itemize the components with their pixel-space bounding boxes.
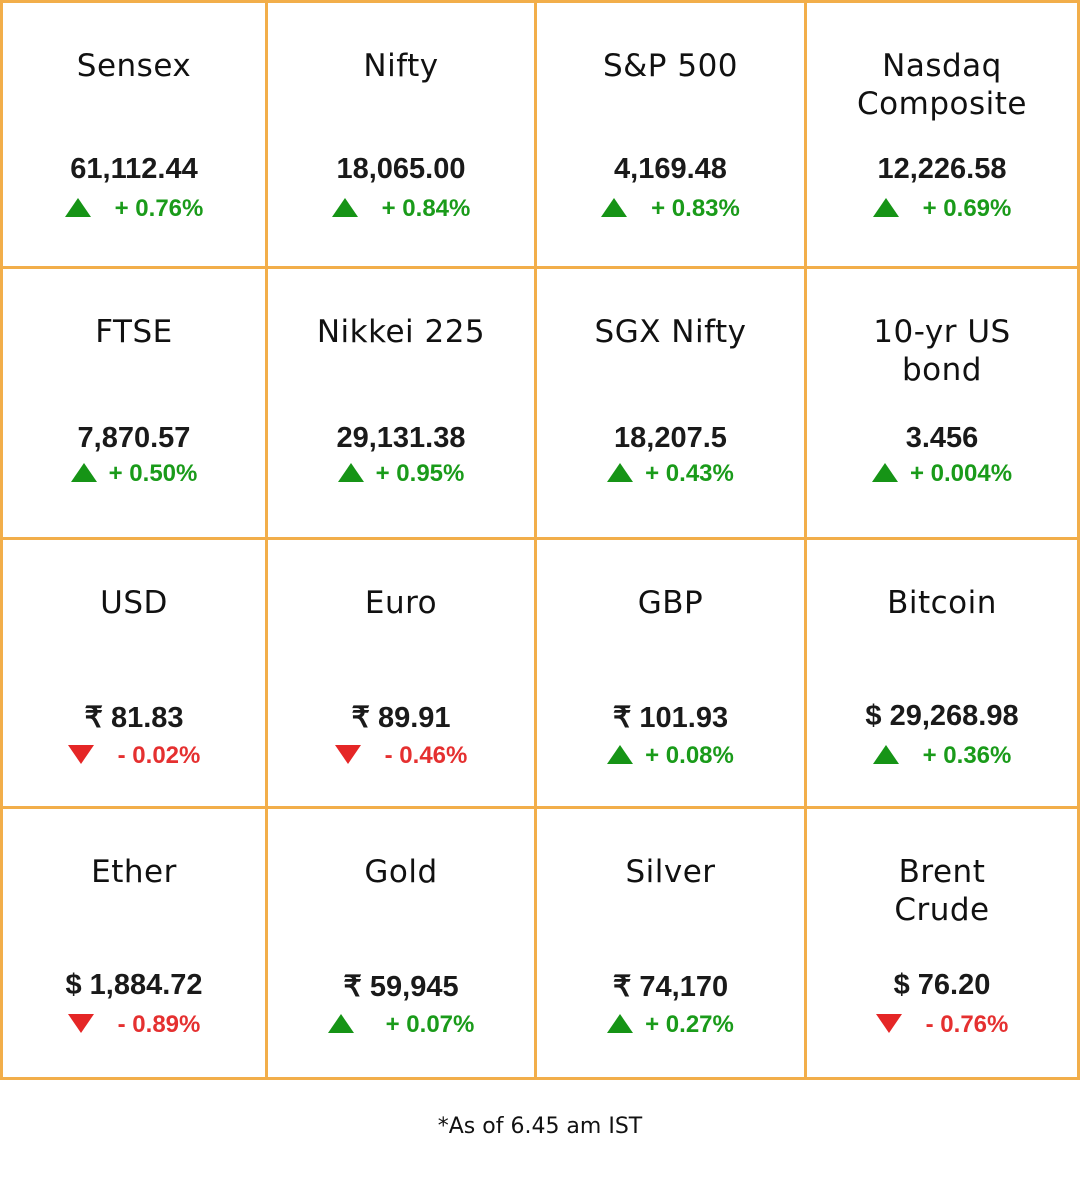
- tile-change-text: - 0.02%: [117, 742, 201, 769]
- tile-gold: Gold ₹ 59,945 + 0.07%: [268, 809, 537, 1077]
- tile-value: $ 1,884.72: [65, 969, 203, 1001]
- tile-change-text: + 0.95%: [375, 460, 465, 487]
- tile-name: SGX Nifty: [594, 314, 747, 350]
- tile-change-text: + 0.43%: [645, 460, 734, 487]
- tile-bitcoin: Bitcoin $ 29,268.98 + 0.36%: [807, 540, 1077, 809]
- tile-change-text: + 0.07%: [385, 1011, 475, 1038]
- tile-change: + 0.07%: [268, 1011, 534, 1039]
- tile-name: Sensex: [76, 48, 192, 84]
- tile-value: 12,226.58: [877, 153, 1007, 185]
- tile-value: 7,870.57: [77, 422, 191, 454]
- tile-gbp: GBP ₹ 101.93 + 0.08%: [537, 540, 807, 809]
- tile-nifty: Nifty 18,065.00 + 0.84%: [268, 3, 537, 269]
- tile-value: 61,112.44: [70, 153, 198, 185]
- tile-ftse: FTSE 7,870.57 + 0.50%: [3, 269, 268, 540]
- tile-sp500: S&P 500 4,169.48 + 0.83%: [537, 3, 807, 269]
- tile-value: ₹ 74,170: [612, 971, 729, 1003]
- tile-value: 29,131.38: [336, 422, 466, 454]
- tile-change-text: + 0.004%: [909, 460, 1013, 487]
- triangle-down-icon: [67, 745, 94, 765]
- tile-value: 18,207.5: [614, 422, 727, 454]
- tile-name: Bitcoin: [887, 585, 997, 621]
- triangle-down-icon: [67, 1014, 94, 1034]
- tile-change-text: + 0.08%: [645, 742, 734, 769]
- tile-name: Nikkei 225: [316, 314, 486, 350]
- tile-name: 10-yr US bond: [873, 314, 1011, 388]
- tile-sensex: Sensex 61,112.44 + 0.76%: [3, 3, 268, 269]
- tile-value: 3.456: [905, 422, 979, 454]
- tile-value: ₹ 59,945: [343, 971, 459, 1003]
- tile-name: GBP: [637, 585, 704, 621]
- tile-change-text: + 0.84%: [381, 195, 471, 222]
- tile-change-text: - 0.89%: [117, 1011, 201, 1038]
- tile-change: - 0.46%: [268, 742, 534, 770]
- tile-change-text: - 0.76%: [925, 1011, 1009, 1038]
- tile-change-text: + 0.83%: [651, 195, 740, 222]
- tile-change-text: + 0.69%: [922, 195, 1012, 222]
- tile-change: - 0.76%: [807, 1011, 1077, 1039]
- tile-name: S&P 500: [602, 48, 739, 84]
- tile-us-bond: 10-yr US bond 3.456 + 0.004%: [807, 269, 1077, 540]
- tile-value: ₹ 89.91: [351, 702, 451, 734]
- tile-ether: Ether $ 1,884.72 - 0.89%: [3, 809, 268, 1077]
- tile-change: + 0.08%: [537, 742, 804, 770]
- tile-euro: Euro ₹ 89.91 - 0.46%: [268, 540, 537, 809]
- tile-change: + 0.76%: [3, 195, 265, 223]
- tile-change: + 0.84%: [268, 195, 534, 223]
- triangle-up-icon: [872, 198, 899, 218]
- triangle-up-icon: [331, 198, 358, 218]
- tile-change: - 0.02%: [3, 742, 265, 770]
- tile-nikkei: Nikkei 225 29,131.38 + 0.95%: [268, 269, 537, 540]
- tile-name: FTSE: [95, 314, 173, 350]
- tile-value: 18,065.00: [336, 153, 466, 185]
- market-tiles-grid: Sensex 61,112.44 + 0.76% Nifty 18,065.00…: [0, 0, 1080, 1080]
- tile-change: + 0.69%: [807, 195, 1077, 223]
- triangle-up-icon: [871, 463, 898, 483]
- triangle-up-icon: [64, 198, 91, 218]
- tile-change: + 0.95%: [268, 460, 534, 488]
- tile-change-text: + 0.27%: [645, 1011, 734, 1038]
- tile-change: + 0.50%: [3, 460, 265, 488]
- tile-value: ₹ 81.83: [84, 702, 184, 734]
- tile-name: Nifty: [363, 48, 439, 84]
- tile-name: Euro: [364, 585, 438, 621]
- tile-change-text: + 0.76%: [114, 195, 204, 222]
- tile-name: Ether: [91, 854, 177, 890]
- tile-name: Nasdaq Composite: [857, 48, 1027, 122]
- triangle-up-icon: [337, 463, 364, 483]
- tile-change: + 0.004%: [807, 460, 1077, 488]
- triangle-up-icon: [607, 1014, 634, 1034]
- tile-value: ₹ 101.93: [612, 702, 729, 734]
- triangle-up-icon: [607, 463, 634, 483]
- tile-change: + 0.27%: [537, 1011, 804, 1039]
- tile-name: USD: [100, 585, 168, 621]
- tile-change-text: - 0.46%: [384, 742, 468, 769]
- tile-value: 4,169.48: [614, 153, 727, 185]
- tile-change: + 0.43%: [537, 460, 804, 488]
- triangle-up-icon: [70, 463, 97, 483]
- triangle-up-icon: [607, 745, 634, 765]
- footnote-timestamp: *As of 6.45 am IST: [437, 1114, 643, 1139]
- tile-name: Silver: [625, 854, 716, 890]
- tile-silver: Silver ₹ 74,170 + 0.27%: [537, 809, 807, 1077]
- tile-change: + 0.83%: [537, 195, 804, 223]
- tile-sgx-nifty: SGX Nifty 18,207.5 + 0.43%: [537, 269, 807, 540]
- tile-nasdaq: Nasdaq Composite 12,226.58 + 0.69%: [807, 3, 1077, 269]
- tile-value: $ 76.20: [893, 969, 991, 1001]
- triangle-up-icon: [327, 1014, 354, 1034]
- tile-change-text: + 0.36%: [922, 742, 1012, 769]
- triangle-down-icon: [875, 1014, 902, 1034]
- tile-change: - 0.89%: [3, 1011, 265, 1039]
- triangle-up-icon: [601, 198, 628, 218]
- tile-change: + 0.36%: [807, 742, 1077, 770]
- tile-change-text: + 0.50%: [108, 460, 198, 487]
- tile-value: $ 29,268.98: [865, 700, 1019, 732]
- triangle-down-icon: [334, 745, 361, 765]
- triangle-up-icon: [872, 745, 899, 765]
- tile-usd: USD ₹ 81.83 - 0.02%: [3, 540, 268, 809]
- tile-brent-crude: Brent Crude $ 76.20 - 0.76%: [807, 809, 1077, 1077]
- tile-name: Brent Crude: [894, 854, 990, 928]
- tile-name: Gold: [364, 854, 438, 890]
